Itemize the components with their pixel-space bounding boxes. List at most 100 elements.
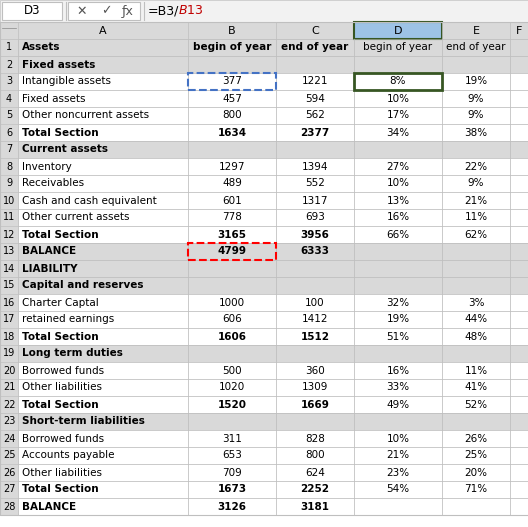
Bar xyxy=(18,464,188,481)
Bar xyxy=(276,56,354,73)
Bar xyxy=(0,345,528,362)
Bar xyxy=(0,328,528,345)
Text: Total Section: Total Section xyxy=(22,484,99,494)
Text: 653: 653 xyxy=(222,451,242,461)
Text: 778: 778 xyxy=(222,212,242,222)
Text: 17: 17 xyxy=(3,315,15,325)
Bar xyxy=(188,294,276,311)
Text: 7: 7 xyxy=(6,144,12,154)
Bar xyxy=(0,294,528,311)
Text: 19%: 19% xyxy=(465,76,487,86)
Bar xyxy=(0,124,18,141)
Bar xyxy=(18,107,188,124)
Bar xyxy=(276,481,354,498)
Bar xyxy=(442,90,510,107)
Bar xyxy=(510,447,528,464)
Bar xyxy=(188,209,276,226)
Bar xyxy=(0,209,528,226)
Bar xyxy=(0,90,18,107)
Bar xyxy=(0,430,528,447)
Text: Inventory: Inventory xyxy=(22,161,72,171)
Bar xyxy=(2,2,62,20)
Bar xyxy=(18,56,188,73)
Text: 1634: 1634 xyxy=(218,128,247,138)
Bar xyxy=(442,107,510,124)
Text: 2252: 2252 xyxy=(300,484,329,494)
Text: 48%: 48% xyxy=(465,331,487,341)
Text: 11%: 11% xyxy=(465,366,487,376)
Bar xyxy=(18,141,188,158)
Bar xyxy=(0,498,528,515)
Text: 3%: 3% xyxy=(468,298,484,307)
Bar xyxy=(510,141,528,158)
Text: Fixed assets: Fixed assets xyxy=(22,93,86,103)
Text: 828: 828 xyxy=(305,434,325,444)
Bar xyxy=(0,158,528,175)
Text: 693: 693 xyxy=(305,212,325,222)
Bar xyxy=(0,90,528,107)
Text: Receivables: Receivables xyxy=(22,179,84,189)
Bar xyxy=(510,294,528,311)
Text: 624: 624 xyxy=(305,467,325,477)
Text: 9%: 9% xyxy=(468,111,484,121)
Bar xyxy=(188,345,276,362)
Text: 16: 16 xyxy=(3,298,15,307)
Bar xyxy=(18,260,188,277)
Text: 562: 562 xyxy=(305,111,325,121)
Bar xyxy=(276,107,354,124)
Bar xyxy=(276,294,354,311)
Bar xyxy=(276,192,354,209)
Text: Borrowed funds: Borrowed funds xyxy=(22,366,104,376)
Bar xyxy=(510,311,528,328)
Bar xyxy=(510,379,528,396)
Text: 24: 24 xyxy=(3,434,15,444)
Text: Total Section: Total Section xyxy=(22,229,99,239)
Bar xyxy=(0,277,18,294)
Bar xyxy=(18,498,188,515)
Bar xyxy=(276,124,354,141)
Bar xyxy=(18,345,188,362)
Text: retained earnings: retained earnings xyxy=(22,315,114,325)
Text: 10: 10 xyxy=(3,196,15,206)
Text: 1673: 1673 xyxy=(218,484,247,494)
Bar xyxy=(442,226,510,243)
Bar xyxy=(0,362,18,379)
Text: 489: 489 xyxy=(222,179,242,189)
Text: 11%: 11% xyxy=(465,212,487,222)
Bar xyxy=(442,294,510,311)
Bar xyxy=(18,226,188,243)
Bar xyxy=(18,294,188,311)
Bar xyxy=(0,39,18,56)
Bar xyxy=(0,22,18,39)
Text: 12: 12 xyxy=(3,229,15,239)
Bar xyxy=(354,362,442,379)
Text: BALANCE: BALANCE xyxy=(22,502,76,512)
Bar xyxy=(276,311,354,328)
Text: A: A xyxy=(99,25,107,35)
Bar xyxy=(276,73,354,90)
Bar xyxy=(510,56,528,73)
Bar xyxy=(188,175,276,192)
Text: 6333: 6333 xyxy=(300,247,329,257)
Text: 3181: 3181 xyxy=(300,502,329,512)
Bar xyxy=(442,447,510,464)
Bar xyxy=(442,175,510,192)
Bar xyxy=(442,260,510,277)
Text: Accounts payable: Accounts payable xyxy=(22,451,115,461)
Text: 44%: 44% xyxy=(465,315,487,325)
Text: Other liabilities: Other liabilities xyxy=(22,467,102,477)
Text: 9: 9 xyxy=(6,179,12,189)
Bar xyxy=(442,413,510,430)
Bar xyxy=(18,39,188,56)
Text: Other noncurrent assets: Other noncurrent assets xyxy=(22,111,149,121)
Text: 22%: 22% xyxy=(465,161,487,171)
Bar xyxy=(354,277,442,294)
Text: =B3/: =B3/ xyxy=(148,5,180,17)
Bar xyxy=(18,73,188,90)
Bar xyxy=(510,498,528,515)
Text: 1512: 1512 xyxy=(300,331,329,341)
Bar xyxy=(354,39,442,56)
Bar xyxy=(354,226,442,243)
Text: 800: 800 xyxy=(305,451,325,461)
Text: begin of year: begin of year xyxy=(363,43,432,53)
